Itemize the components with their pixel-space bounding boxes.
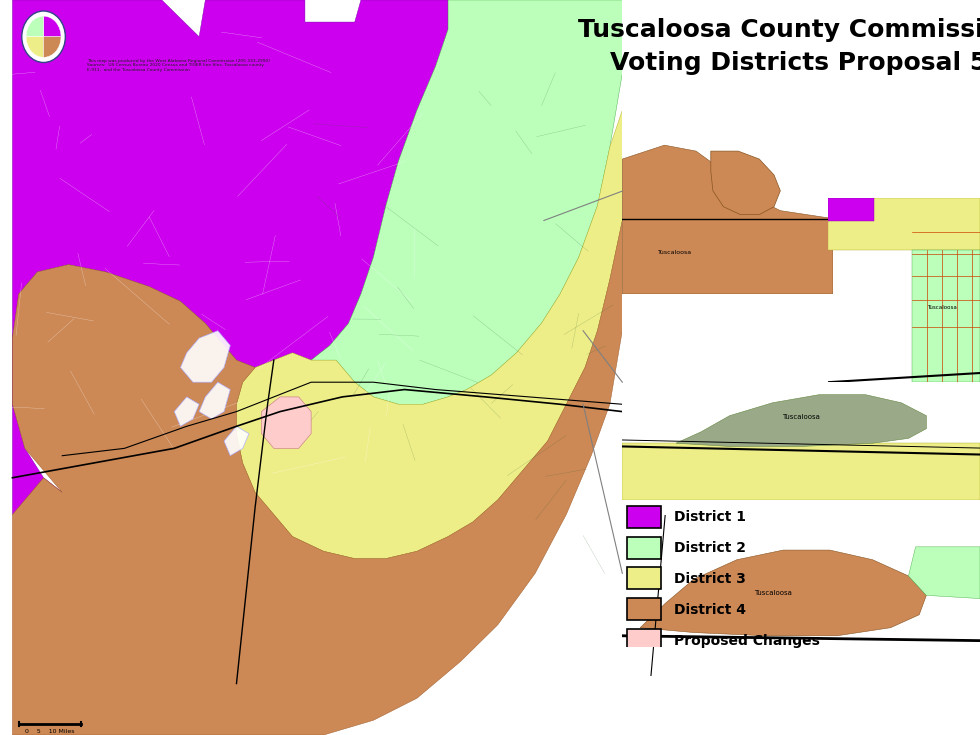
- Polygon shape: [710, 151, 780, 215]
- Polygon shape: [622, 145, 833, 294]
- Text: Voting Districts Proposal 5: Voting Districts Proposal 5: [611, 51, 980, 76]
- Text: District 4: District 4: [674, 603, 746, 617]
- Polygon shape: [236, 110, 622, 559]
- Text: Tuscaloosa County Commission: Tuscaloosa County Commission: [578, 18, 980, 43]
- Text: Tuscaloosa: Tuscaloosa: [754, 590, 792, 596]
- Text: Tuscaloosa: Tuscaloosa: [782, 414, 820, 420]
- Polygon shape: [224, 426, 249, 456]
- Text: District 1: District 1: [674, 510, 746, 525]
- Wedge shape: [43, 16, 61, 37]
- Polygon shape: [676, 395, 926, 446]
- Text: 0    5    10 Miles: 0 5 10 Miles: [25, 728, 74, 734]
- Wedge shape: [43, 37, 61, 57]
- FancyBboxPatch shape: [626, 567, 662, 589]
- Polygon shape: [174, 397, 199, 426]
- Text: Tuscaloosa: Tuscaloosa: [927, 305, 956, 309]
- Polygon shape: [908, 547, 980, 598]
- Polygon shape: [312, 0, 622, 404]
- Polygon shape: [640, 550, 926, 636]
- FancyBboxPatch shape: [626, 598, 662, 620]
- Polygon shape: [180, 331, 230, 382]
- Polygon shape: [828, 198, 980, 250]
- Polygon shape: [13, 220, 622, 735]
- Text: Proposed Changes: Proposed Changes: [674, 634, 820, 648]
- Polygon shape: [622, 443, 980, 500]
- FancyBboxPatch shape: [626, 506, 662, 528]
- Polygon shape: [828, 198, 874, 220]
- Wedge shape: [26, 16, 43, 37]
- Circle shape: [22, 11, 66, 62]
- Text: Northport: Northport: [704, 135, 743, 140]
- Polygon shape: [13, 0, 448, 514]
- FancyBboxPatch shape: [626, 629, 662, 651]
- Text: District 3: District 3: [674, 572, 746, 587]
- FancyBboxPatch shape: [626, 537, 662, 559]
- Polygon shape: [262, 397, 312, 448]
- Wedge shape: [26, 37, 43, 57]
- Text: District 2: District 2: [674, 541, 746, 556]
- Polygon shape: [911, 250, 980, 382]
- Text: Tuscaloosa: Tuscaloosa: [658, 251, 692, 255]
- Polygon shape: [199, 382, 230, 419]
- Text: This map was produced by the West Alabama Regional Commission (205 333-2990)
Sou: This map was produced by the West Alabam…: [87, 59, 270, 72]
